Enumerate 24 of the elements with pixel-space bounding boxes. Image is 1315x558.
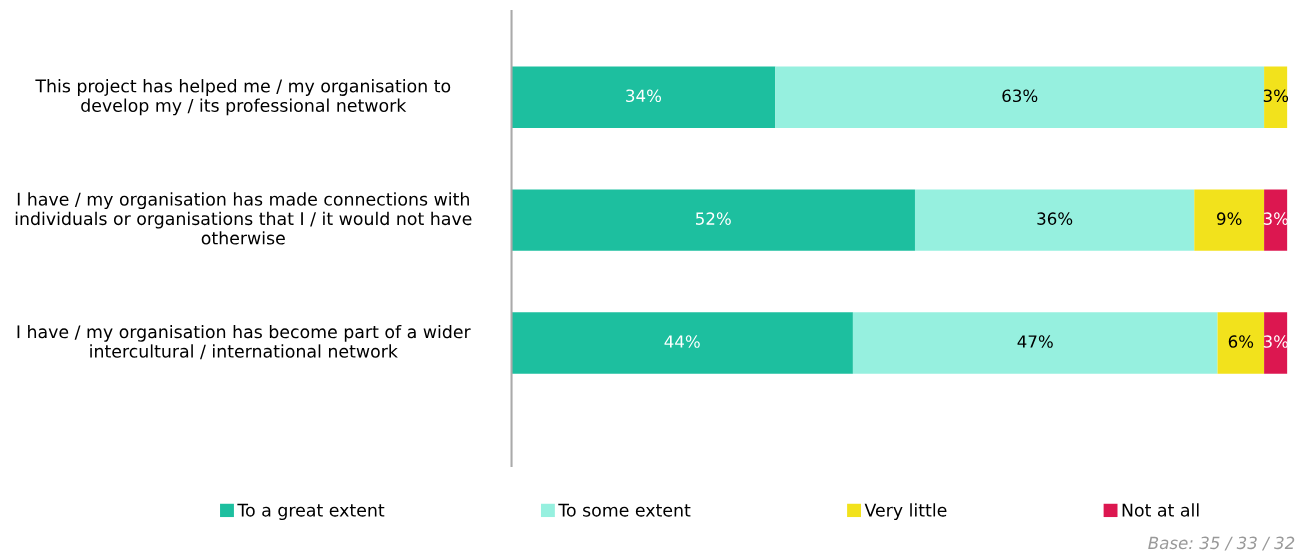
y-tick-label: This project has helped me / my organisation to develop my / its professional network — [35, 79, 451, 116]
data-label: 52% — [696, 212, 731, 225]
text: Base: 35 / 33 / 32 — [1148, 536, 1295, 551]
data-label: 34% — [626, 89, 662, 103]
legend-label: Not at all — [1122, 503, 1199, 517]
data-label: 47% — [1017, 335, 1053, 348]
legend-label: To a great extent — [237, 503, 385, 521]
data-label: 36% — [1037, 212, 1073, 225]
y-tick-label: I have / my organisation has become part of a wider intercultural / international network — [17, 324, 471, 360]
data-label: 9% — [1217, 212, 1242, 225]
bar — [914, 189, 1195, 251]
data-label: 6% — [1228, 335, 1254, 348]
bar — [511, 189, 915, 251]
bar — [511, 66, 776, 128]
bar — [1217, 312, 1265, 374]
data-label: 63% — [1002, 89, 1038, 103]
legend-label: To some extent — [558, 503, 691, 517]
bar — [852, 312, 1218, 374]
data-label: 44% — [664, 335, 700, 348]
bar — [511, 312, 853, 374]
bar — [1194, 189, 1265, 251]
y-tick-label: I have / my organisation has made connections with individuals or organisations that I / it would not have otherwise — [15, 192, 472, 245]
bar — [775, 66, 1265, 128]
legend-label: Very little — [864, 503, 947, 521]
